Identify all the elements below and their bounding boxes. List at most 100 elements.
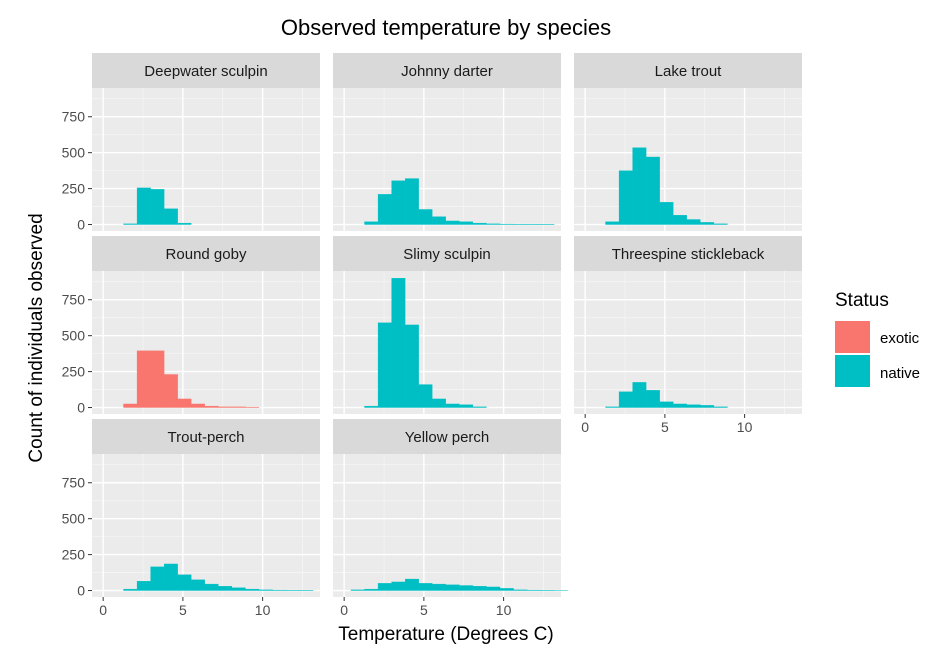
plot-background-yellow-perch [333,454,561,597]
bar-yellow-perch [513,589,528,591]
bar-threespine-stickleback [632,382,647,408]
bar-trout-perch [204,583,219,591]
y-tick-label: 500 [62,511,86,527]
bar-trout-perch [258,589,273,591]
x-axis-label: Temperature (Degrees C) [338,624,553,645]
strip-round-goby [92,236,320,271]
bar-threespine-stickleback [686,404,701,408]
y-tick-label: 500 [62,328,86,344]
strip-yellow-perch [333,419,561,454]
bar-lake-trout [659,202,674,225]
bar-lake-trout [686,219,701,225]
bar-deepwater-sculpin [177,222,192,225]
strip-threespine-stickleback [574,236,802,271]
bar-threespine-stickleback [673,403,687,408]
legend-key-native [835,355,870,387]
strip-label-yellow-perch: Yellow perch [405,429,490,446]
legend-title: Status [835,290,889,311]
panel-yellow-perch: Yellow perch 0 5 10 [333,419,568,618]
bar-slimy-sculpin [472,406,487,408]
y-tick-label: 250 [62,181,86,197]
panel-lake-trout: Lake trout [574,53,802,231]
bar-trout-perch [177,574,192,591]
y-tick-label: 0 [77,583,85,599]
x-tick-label: 5 [420,602,428,618]
bar-deepwater-sculpin [163,208,178,225]
bar-lake-trout [700,222,715,225]
legend: Status exotic native [835,290,920,387]
strip-label-slimy-sculpin: Slimy sculpin [403,246,491,263]
strip-label-johnny-darter: Johnny darter [401,63,493,80]
bar-lake-trout [605,221,620,225]
bar-trout-perch [136,581,151,591]
bar-round-goby [136,350,151,408]
strip-label-deepwater-sculpin: Deepwater sculpin [144,63,267,80]
x-tick-label: 0 [581,419,589,435]
plot-background-lake-trout [574,88,802,231]
strip-slimy-sculpin [333,236,561,271]
plot-background-threespine-stickleback [574,271,802,414]
strip-johnny-darter [333,53,561,88]
bar-trout-perch [150,566,165,591]
bar-lake-trout [673,215,687,225]
y-tick-label: 750 [62,475,86,491]
bar-yellow-perch [445,584,460,591]
bar-johnny-darter [404,178,419,225]
bar-round-goby [218,406,233,408]
bar-yellow-perch [486,586,501,591]
bar-lake-trout [713,223,728,225]
bar-slimy-sculpin [445,403,460,408]
x-tick-label: 5 [661,419,669,435]
bar-deepwater-sculpin [136,187,151,225]
bar-lake-trout [645,156,660,225]
bar-round-goby [150,350,165,408]
plot-background-trout-perch [92,454,320,597]
bar-slimy-sculpin [459,404,474,408]
panel-johnny-darter: Johnny darter [333,53,561,231]
strip-label-lake-trout: Lake trout [655,63,723,80]
bar-yellow-perch [377,583,392,591]
y-tick-label: 750 [62,292,86,308]
bar-round-goby [204,405,219,408]
plot-background-johnny-darter [333,88,561,231]
panel-threespine-stickleback: Threespine stickleback 0 5 10 [574,236,802,435]
bar-round-goby [123,403,138,408]
bar-slimy-sculpin [364,405,379,408]
plot-background-deepwater-sculpin [92,88,320,231]
bar-threespine-stickleback [700,405,715,408]
panel-slimy-sculpin: Slimy sculpin [333,236,561,414]
y-tick-label: 750 [62,109,86,125]
legend-label-exotic: exotic [880,330,920,347]
x-tick-label: 0 [99,602,107,618]
bar-trout-perch [191,579,205,591]
bar-yellow-perch [350,589,365,591]
bar-threespine-stickleback [659,401,674,408]
bar-johnny-darter [432,216,446,225]
legend-label-native: native [880,365,920,382]
x-tick-label: 0 [340,602,348,618]
y-tick-label: 250 [62,547,86,563]
bar-johnny-darter [377,194,392,225]
bar-trout-perch [123,588,138,591]
bar-threespine-stickleback [605,406,620,408]
bar-round-goby [177,398,192,408]
bar-round-goby [231,406,246,408]
y-tick-label: 250 [62,364,86,380]
y-tick-label: 500 [62,145,86,161]
x-tick-label: 10 [255,602,271,618]
strip-label-threespine-stickleback: Threespine stickleback [612,246,765,263]
bar-slimy-sculpin [404,324,419,408]
panel-deepwater-sculpin: Deepwater sculpin 0 250 500 750 [62,53,320,233]
bar-yellow-perch [364,588,379,591]
bar-trout-perch [231,587,246,591]
strip-label-trout-perch: Trout-perch [168,429,245,446]
bar-round-goby [191,403,205,408]
bar-yellow-perch [404,578,419,591]
strip-trout-perch [92,419,320,454]
y-tick-label: 0 [77,400,85,416]
bar-johnny-darter [459,221,474,225]
bar-yellow-perch [391,581,406,591]
legend-key-exotic [835,321,870,353]
